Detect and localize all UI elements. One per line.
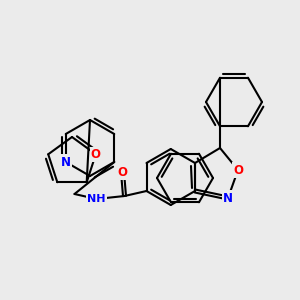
Text: NH: NH bbox=[87, 194, 106, 204]
Text: O: O bbox=[233, 164, 243, 176]
Text: N: N bbox=[61, 155, 71, 169]
Text: O: O bbox=[118, 166, 128, 178]
Text: N: N bbox=[223, 191, 233, 205]
Text: O: O bbox=[91, 148, 101, 161]
